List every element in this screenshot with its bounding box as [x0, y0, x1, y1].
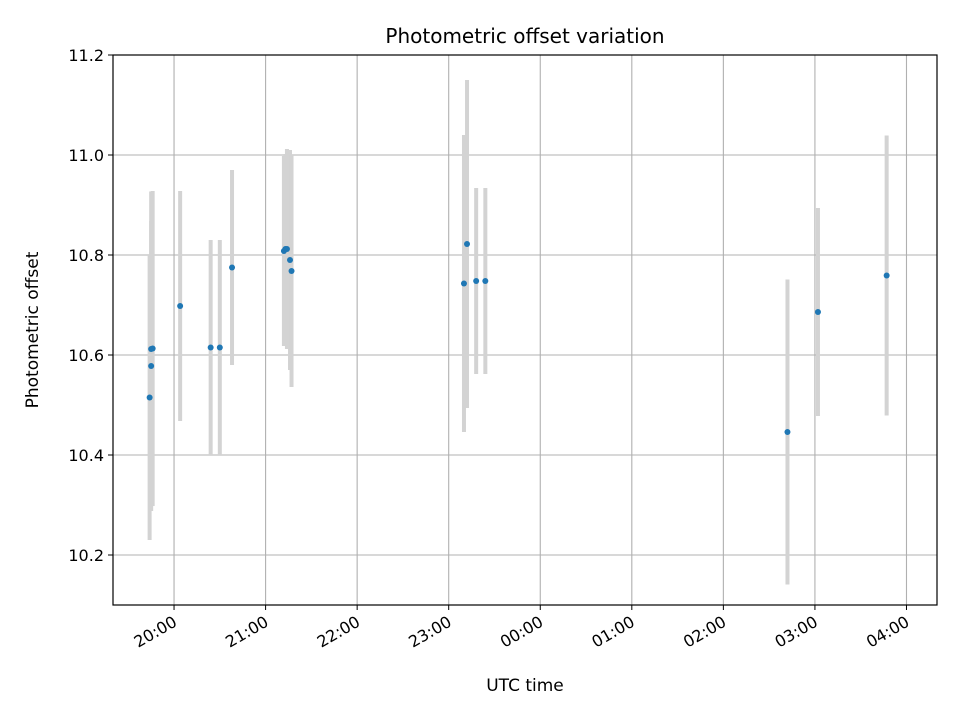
data-points — [146, 241, 890, 435]
data-point — [473, 278, 480, 284]
y-tick-label: 10.6 — [68, 346, 104, 365]
data-point — [216, 344, 223, 351]
data-point — [146, 394, 153, 401]
y-axis-ticks: 10.2 10.4 10.6 10.8 11.0 11.2 — [68, 46, 113, 565]
data-point — [460, 280, 467, 287]
data-point — [464, 241, 471, 247]
data-point — [148, 363, 155, 369]
y-tick-label: 11.0 — [68, 146, 104, 165]
data-point — [229, 264, 236, 271]
data-point — [283, 246, 290, 252]
chart-title: Photometric offset variation — [385, 24, 664, 48]
data-point — [149, 345, 156, 352]
data-point — [482, 278, 489, 284]
y-tick-label: 10.4 — [68, 446, 104, 465]
y-axis-title: Photometric offset — [23, 251, 43, 408]
y-tick-label: 10.2 — [68, 546, 104, 565]
x-axis-title: UTC time — [486, 676, 564, 696]
data-point — [814, 309, 821, 315]
data-point — [177, 303, 184, 309]
data-point — [288, 268, 295, 274]
data-point — [784, 429, 791, 435]
y-tick-label: 10.8 — [68, 246, 104, 265]
data-point — [287, 257, 294, 263]
y-tick-label: 11.2 — [68, 46, 104, 65]
plot-frame — [112, 54, 938, 606]
data-point — [207, 344, 214, 351]
data-point — [883, 272, 890, 279]
